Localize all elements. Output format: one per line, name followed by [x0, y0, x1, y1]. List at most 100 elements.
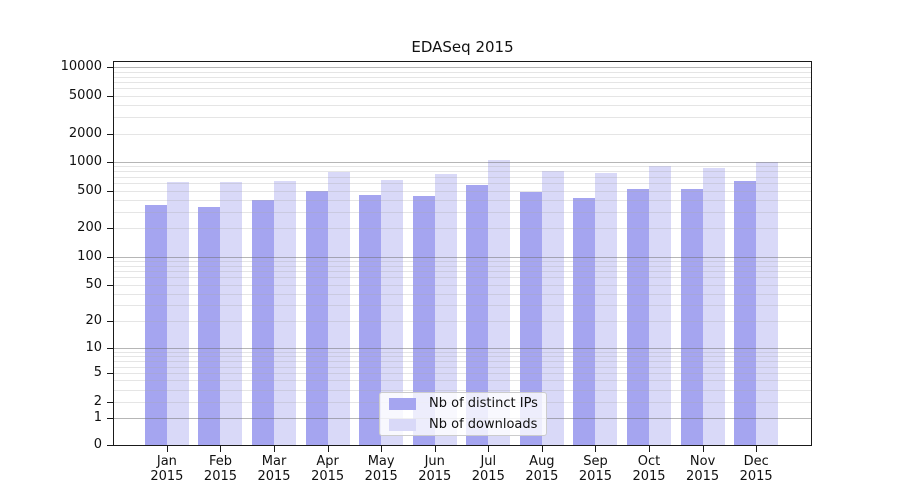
- x-tick-label-month: Nov: [689, 454, 716, 469]
- x-tick-label-month: Dec: [743, 454, 769, 469]
- gridline-minor-2000: [114, 133, 811, 135]
- y-tick-label-2000: 2000: [68, 125, 102, 141]
- gridline-major-1000: [114, 162, 811, 164]
- x-tick-mark-aug: [541, 446, 543, 452]
- gridline-minor-9000: [114, 71, 811, 73]
- x-tick-label-jan: Jan 2015: [135, 454, 199, 484]
- y-tick-mark-0: [107, 445, 114, 446]
- x-tick-label-month: Apr: [316, 454, 339, 469]
- legend-row-distinct-ips: Nb of distinct IPs: [380, 394, 546, 413]
- gridline-minor-7000: [114, 82, 811, 83]
- x-tick-label-aug: Aug 2015: [510, 454, 574, 484]
- bar-downloads-sep: [595, 173, 618, 445]
- bar-distinct-ips-jan: [144, 205, 167, 445]
- bar-downloads-jul: [488, 160, 511, 445]
- y-tick-label-200: 200: [77, 220, 102, 236]
- x-tick-label-may: May 2015: [349, 454, 413, 484]
- x-tick-label-month: Sep: [583, 454, 608, 469]
- bar-distinct-ips-jul: [466, 185, 489, 445]
- x-tick-label-month: Mar: [261, 454, 287, 469]
- y-tick-mark-10000: [107, 67, 114, 69]
- y-tick-mark-200: [107, 228, 114, 230]
- x-tick-label-month: Jan: [156, 454, 177, 469]
- y-tick-label-500: 500: [77, 182, 102, 198]
- x-tick-label-month: Jun: [424, 454, 445, 469]
- gridline-minor-8000: [114, 76, 811, 78]
- x-tick-label-year: 2015: [311, 469, 345, 484]
- x-tick-label-year: 2015: [525, 469, 559, 484]
- x-tick-label-month: Feb: [208, 454, 232, 469]
- x-tick-label-sep: Sep 2015: [563, 454, 627, 484]
- gridline-minor-5000: [114, 95, 811, 97]
- legend-swatch-downloads: [389, 418, 416, 431]
- bar-downloads-jun: [434, 173, 457, 445]
- x-tick-label-month: May: [367, 454, 395, 469]
- bar-downloads-mar: [274, 181, 297, 445]
- plot-area: Nb of distinct IPs Nb of downloads: [113, 61, 812, 446]
- bar-distinct-ips-apr: [305, 191, 328, 445]
- bar-distinct-ips-sep: [573, 197, 596, 445]
- bar-distinct-ips-jun: [412, 195, 435, 445]
- x-tick-label-mar: Mar 2015: [242, 454, 306, 484]
- y-tick-label-1000: 1000: [68, 154, 102, 170]
- bar-downloads-dec: [756, 161, 779, 445]
- x-tick-mark-apr: [327, 446, 329, 452]
- x-tick-mark-feb: [220, 446, 222, 452]
- x-tick-label-month: Jul: [480, 454, 497, 469]
- x-tick-label-year: 2015: [418, 469, 452, 484]
- y-tick-mark-1: [107, 418, 114, 420]
- bar-downloads-oct: [649, 166, 672, 445]
- y-tick-label-1: 1: [93, 410, 102, 426]
- legend-row-downloads: Nb of downloads: [380, 415, 546, 434]
- legend-label-distinct-ips: Nb of distinct IPs: [429, 396, 538, 411]
- x-tick-label-oct: Oct 2015: [617, 454, 681, 484]
- y-tick-label-50: 50: [85, 276, 102, 292]
- x-tick-mark-jun: [434, 446, 436, 452]
- y-tick-label-10: 10: [85, 340, 102, 355]
- bar-distinct-ips-aug: [519, 192, 542, 445]
- y-tick-label-0: 0: [93, 437, 102, 452]
- y-tick-mark-100: [107, 256, 114, 258]
- x-tick-mark-may: [381, 446, 383, 452]
- x-tick-mark-mar: [274, 446, 276, 452]
- x-tick-label-month: Oct: [637, 454, 661, 469]
- y-tick-label-20: 20: [85, 313, 102, 329]
- x-tick-label-year: 2015: [578, 469, 612, 484]
- bar-distinct-ips-dec: [734, 180, 757, 445]
- x-tick-label-feb: Feb 2015: [188, 454, 252, 484]
- x-tick-label-year: 2015: [686, 469, 720, 484]
- bar-distinct-ips-oct: [627, 188, 650, 445]
- x-tick-label-nov: Nov 2015: [671, 454, 735, 484]
- y-tick-label-100: 100: [77, 248, 102, 264]
- bar-distinct-ips-mar: [252, 199, 275, 445]
- legend-label-downloads: Nb of downloads: [429, 417, 538, 432]
- bar-distinct-ips-may: [359, 194, 382, 445]
- y-tick-mark-20: [107, 321, 114, 323]
- bar-downloads-jan: [166, 181, 189, 445]
- bar-distinct-ips-feb: [198, 207, 221, 445]
- x-tick-label-year: 2015: [739, 469, 773, 484]
- y-tick-mark-2: [107, 401, 114, 403]
- gridline-minor-900: [114, 166, 811, 168]
- x-tick-label-apr: Apr 2015: [296, 454, 360, 484]
- bar-downloads-may: [381, 179, 404, 445]
- legend: Nb of distinct IPs Nb of downloads: [379, 392, 547, 436]
- x-tick-mark-jul: [488, 446, 490, 452]
- bar-downloads-aug: [541, 171, 564, 445]
- chart-title: EDASeq 2015: [411, 38, 514, 56]
- y-tick-mark-2000: [107, 133, 114, 135]
- y-tick-label-5000: 5000: [68, 87, 102, 103]
- y-tick-label-5: 5: [93, 364, 102, 380]
- x-tick-label-month: Aug: [529, 454, 555, 469]
- y-tick-mark-50: [107, 284, 114, 286]
- x-tick-label-dec: Dec 2015: [724, 454, 788, 484]
- bar-distinct-ips-nov: [680, 188, 703, 445]
- x-tick-label-jul: Jul 2015: [456, 454, 520, 484]
- y-tick-label-2: 2: [93, 393, 102, 409]
- bar-downloads-feb: [220, 182, 243, 445]
- bar-downloads-nov: [702, 168, 725, 445]
- gridline-major-10000: [114, 67, 811, 69]
- x-tick-label-year: 2015: [632, 469, 666, 484]
- y-tick-mark-5000: [107, 95, 114, 97]
